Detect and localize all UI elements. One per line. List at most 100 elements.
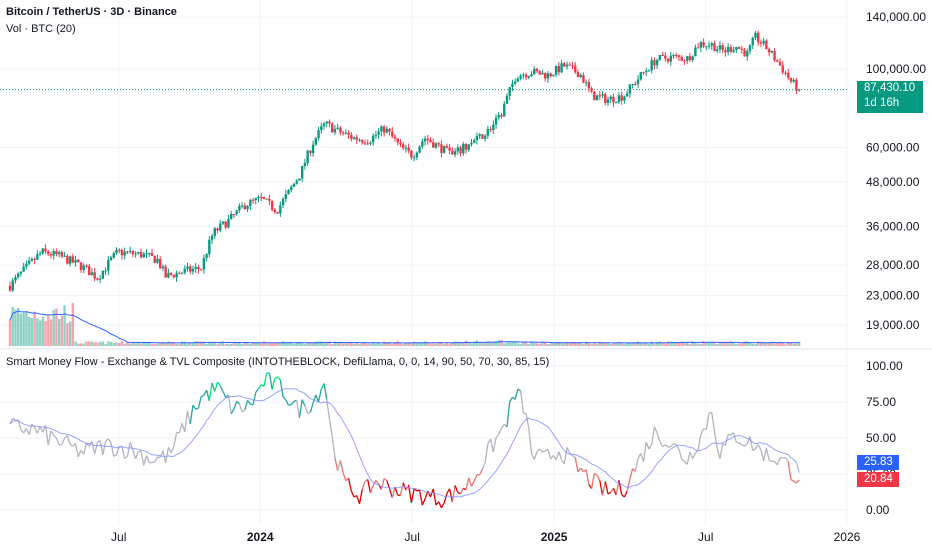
indicator-segment <box>558 451 563 460</box>
volume-bar <box>503 343 506 346</box>
indicator-segment <box>443 493 448 504</box>
volume-bar <box>131 342 135 346</box>
candle-body <box>320 126 323 131</box>
indicator-segment <box>83 442 88 455</box>
volume-bar <box>492 342 495 346</box>
last-price-value: 87,430.10 <box>864 82 916 94</box>
volume-bar <box>563 342 566 346</box>
candle-body <box>691 56 694 61</box>
candle-body <box>52 250 55 256</box>
volume-bar <box>653 343 656 346</box>
indicator-segment <box>612 488 617 496</box>
candle-body <box>374 134 378 136</box>
indicator-segment <box>252 392 257 405</box>
volume-bar <box>795 343 798 346</box>
candle-body <box>410 150 413 158</box>
price-tick-label: 48,000.00 <box>866 175 920 189</box>
candle-body <box>260 196 263 198</box>
volume-bar <box>145 342 148 346</box>
candle-body <box>265 198 268 200</box>
candle-body <box>584 82 588 84</box>
volume-bar <box>361 343 364 346</box>
volume-bar <box>60 315 64 346</box>
candle-body <box>664 55 667 59</box>
volume-bar <box>421 342 424 346</box>
indicator-segment <box>539 448 543 453</box>
candle-body <box>30 258 34 261</box>
candle-body <box>27 260 31 264</box>
candle-body <box>325 121 328 124</box>
indicator-segment <box>590 473 595 489</box>
volume-bar <box>399 343 402 346</box>
volume-bar <box>680 341 683 346</box>
indicator-segment <box>711 412 716 432</box>
candle-body <box>341 132 345 134</box>
indicator-segment <box>418 490 423 506</box>
volume-bar <box>781 342 784 346</box>
indicator-segment <box>132 450 137 460</box>
candle-body <box>598 95 602 97</box>
indicator-segment <box>134 451 139 460</box>
indicator-segment <box>383 477 388 482</box>
indicator-legend[interactable]: Smart Money Flow - Exchange & TVL Compos… <box>6 356 550 368</box>
indicator-ma-path <box>9 388 800 498</box>
volume-bar <box>366 343 369 346</box>
symbol-title[interactable]: Bitcoin / TetherUS · 3D · Binance <box>6 6 177 18</box>
indicator-segment <box>339 460 344 473</box>
volume-bar <box>524 342 528 346</box>
volume-bar <box>437 341 440 346</box>
volume-bar <box>797 341 801 346</box>
candle-body <box>309 150 312 153</box>
indicator-segment <box>99 440 104 455</box>
volume-bar <box>8 319 12 346</box>
indicator-segment <box>637 453 642 459</box>
volume-bar <box>612 343 615 346</box>
candle-body <box>787 72 790 78</box>
indicator-segment <box>350 490 355 498</box>
volume-ma-path <box>9 310 800 344</box>
candle-body <box>186 266 189 269</box>
volume-bar <box>672 341 675 346</box>
candle-body <box>522 74 525 76</box>
indicator-segment <box>20 429 25 434</box>
candle-body <box>685 56 689 61</box>
candle-body <box>702 42 705 47</box>
candle-body <box>246 205 249 210</box>
candle-body <box>623 96 626 101</box>
volume-bar <box>746 341 749 346</box>
candle-body <box>756 32 760 43</box>
volume-bar <box>235 342 238 346</box>
volume-bar <box>584 341 588 346</box>
volume-bar <box>784 344 787 346</box>
volume-bar <box>303 344 307 346</box>
volume-bar <box>158 342 162 346</box>
candle-body <box>642 72 645 74</box>
indicator-segment <box>533 451 538 460</box>
indicator-segment <box>523 412 527 415</box>
volume-bar <box>331 344 334 346</box>
volume-bar <box>762 342 765 346</box>
candle-body <box>407 147 410 151</box>
volume-bar <box>287 342 290 346</box>
volume-bar <box>645 343 648 346</box>
indicator-segment <box>410 488 415 503</box>
volume-bar <box>639 342 642 346</box>
volume-bar <box>314 341 318 346</box>
volume-bar <box>617 341 621 346</box>
candle-body <box>462 143 465 154</box>
indicator-segment <box>585 469 590 485</box>
candle-body <box>109 257 113 261</box>
candle-body <box>604 94 607 103</box>
indicator-segment <box>500 423 505 429</box>
candle-body <box>751 37 754 45</box>
candle-body <box>350 134 353 139</box>
volume-bar <box>415 342 419 346</box>
volume-bar <box>694 342 697 346</box>
indicator-segment <box>140 451 145 466</box>
volume-bar <box>470 343 473 346</box>
indicator-segment <box>479 468 483 475</box>
indicator-segment <box>492 437 497 453</box>
volume-legend[interactable]: Vol · BTC (20) <box>6 23 76 35</box>
price-tick-label: 100,000.00 <box>866 62 926 76</box>
